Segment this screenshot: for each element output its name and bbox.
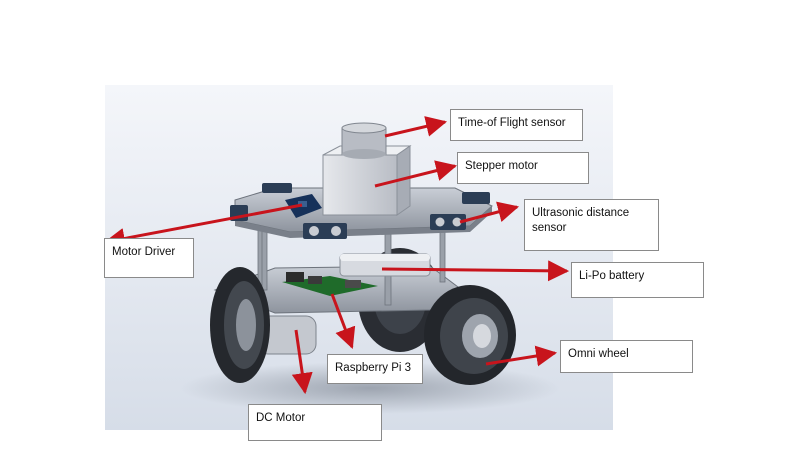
arrow-tof	[384, 116, 448, 138]
arrow-lipo	[381, 260, 570, 282]
lipo-battery-shape	[339, 253, 431, 277]
label-motor-driver: Motor Driver	[104, 238, 194, 278]
arrow-dc-motor	[291, 329, 313, 395]
arrow-motor-driver	[103, 203, 303, 249]
arrow-omni	[485, 345, 558, 367]
raspberry-pi-board	[282, 272, 378, 296]
label-stepper-motor: Stepper motor	[457, 152, 589, 184]
label-lipo-battery: Li-Po battery	[571, 262, 704, 298]
label-dc-motor: DC Motor	[248, 404, 382, 441]
label-raspberry-pi: Raspberry Pi 3	[327, 354, 423, 384]
label-omni-wheel: Omni wheel	[560, 340, 693, 373]
annotation-arrows	[103, 116, 570, 395]
motor-driver-board	[285, 194, 322, 218]
arrow-rpi	[330, 293, 356, 349]
omni-wheel-left	[210, 267, 270, 383]
tof-sensor-shape	[341, 122, 387, 159]
arrow-ultrasonic	[459, 201, 520, 224]
ultrasonic-sensor-shapes	[230, 183, 490, 239]
omni-wheel-right	[424, 285, 516, 385]
label-tof-sensor: Time-of Flight sensor	[450, 109, 583, 141]
arrow-stepper	[374, 160, 458, 188]
label-ultrasonic-sensor: Ultrasonic distance sensor	[524, 199, 659, 251]
